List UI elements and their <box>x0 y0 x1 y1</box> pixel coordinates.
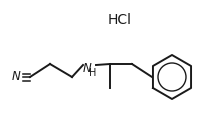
Text: H: H <box>89 68 97 78</box>
Text: N: N <box>12 71 20 83</box>
Text: N: N <box>83 62 91 75</box>
Text: HCl: HCl <box>108 13 132 27</box>
